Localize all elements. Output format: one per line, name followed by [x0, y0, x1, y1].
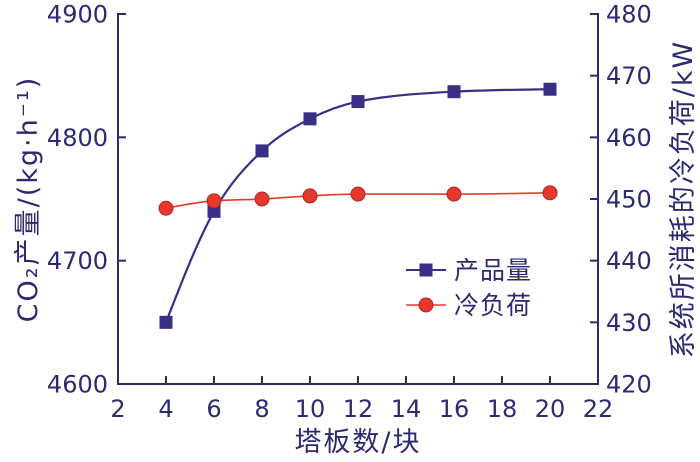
- right-y-axis-ticks: 420 430 440 450 460 470 480: [590, 1, 652, 399]
- left-y-tick-label: 4700: [47, 247, 108, 275]
- right-y-tick-label: 460: [606, 124, 652, 152]
- left-y-tick-label: 4600: [47, 371, 108, 399]
- cooling-load-point: [254, 191, 270, 207]
- x-tick-label: 10: [295, 395, 326, 423]
- x-tick-label: 2: [110, 395, 125, 423]
- x-axis-title: 塔板数/块: [294, 427, 421, 458]
- right-y-tick-label: 420: [606, 371, 652, 399]
- legend-item-product: 产品量: [406, 256, 532, 285]
- product-series: [159, 82, 557, 329]
- left-y-tick-label: 4800: [47, 124, 108, 152]
- legend-cooling-load-label: 冷负荷: [454, 291, 532, 320]
- cooling-load-point: [446, 186, 462, 202]
- x-tick-label: 8: [254, 395, 269, 423]
- right-y-tick-label: 430: [606, 309, 652, 337]
- legend: 产品量 冷负荷: [406, 256, 532, 320]
- legend-cooling-load-circle-marker: [418, 297, 434, 313]
- left-y-tick-label: 4900: [47, 1, 108, 29]
- product-point: [159, 315, 173, 329]
- right-y-tick-label: 440: [606, 247, 652, 275]
- cooling-load-point: [206, 193, 222, 209]
- x-tick-label: 12: [343, 395, 374, 423]
- x-tick-label: 16: [439, 395, 470, 423]
- product-point: [351, 95, 365, 109]
- cooling-load-series: [158, 185, 558, 216]
- x-tick-label: 22: [583, 395, 614, 423]
- legend-product-square-marker: [419, 263, 433, 277]
- x-tick-label: 20: [535, 395, 566, 423]
- cooling-load-point: [302, 188, 318, 204]
- cooling-load-point: [542, 185, 558, 201]
- product-point: [207, 204, 221, 218]
- left-y-axis-ticks: 4600 4700 4800 4900: [47, 1, 126, 399]
- x-tick-label: 18: [487, 395, 518, 423]
- product-point: [255, 144, 269, 158]
- x-tick-label: 14: [391, 395, 422, 423]
- right-y-tick-label: 470: [606, 62, 652, 90]
- legend-item-cooling-load: 冷负荷: [406, 291, 532, 320]
- x-tick-label: 4: [158, 395, 173, 423]
- right-y-axis-title: 系统所消耗的冷负荷/kW: [668, 40, 699, 358]
- right-y-tick-label: 450: [606, 186, 652, 214]
- x-axis-ticks: 2 4 6 8 10 12 14 16 18 20 22: [110, 376, 613, 423]
- cooling-load-point: [350, 186, 366, 202]
- x-tick-label: 6: [206, 395, 221, 423]
- legend-product-label: 产品量: [454, 256, 532, 285]
- right-y-tick-label: 480: [606, 1, 652, 29]
- cooling-load-point: [158, 200, 174, 216]
- left-y-axis-title: CO₂产量/(kg·h⁻¹): [13, 76, 44, 323]
- product-point: [543, 82, 557, 96]
- plot-series: [158, 82, 558, 329]
- product-point: [447, 85, 461, 99]
- product-point: [303, 112, 317, 126]
- product-line: [164, 88, 551, 323]
